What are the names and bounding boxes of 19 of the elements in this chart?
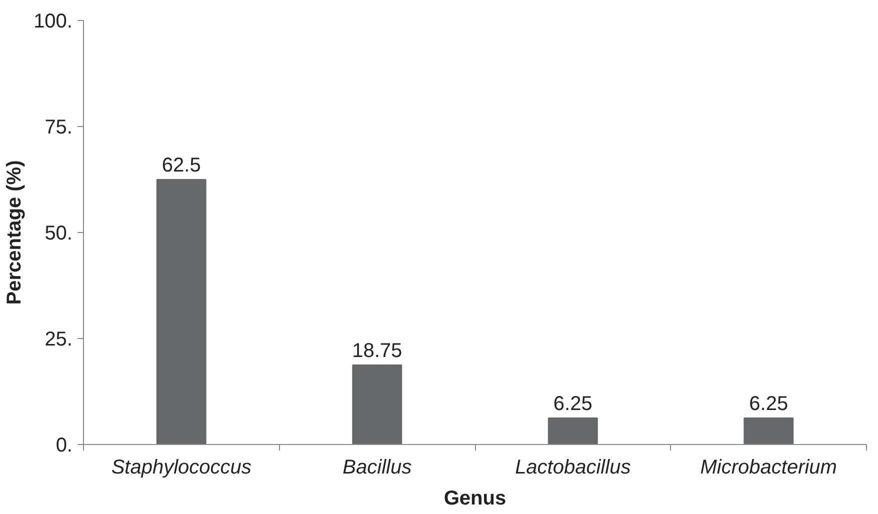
y-tick-label: 0.: [56, 434, 73, 456]
bar: [548, 418, 598, 444]
bar: [744, 418, 794, 444]
x-tick-label: Microbacterium: [700, 456, 837, 478]
x-tick-label: Staphylococcus: [111, 456, 252, 478]
y-tick-label: 100.: [34, 10, 73, 32]
x-tick-label: Bacillus: [342, 456, 412, 478]
data-label: 6.25: [749, 393, 788, 415]
x-tick-label: Lactobacillus: [515, 456, 631, 478]
x-axis-title: Genus: [444, 488, 506, 510]
y-tick-label: 25.: [44, 328, 73, 350]
y-axis-title: Percentage (%): [4, 160, 26, 305]
y-tick-label: 75.: [44, 116, 73, 138]
data-label: 18.75: [352, 340, 402, 362]
bar: [156, 179, 206, 444]
bar: [352, 364, 402, 444]
y-tick-label: 50.: [44, 222, 73, 244]
data-label: 62.5: [162, 154, 201, 176]
data-label: 6.25: [553, 393, 592, 415]
